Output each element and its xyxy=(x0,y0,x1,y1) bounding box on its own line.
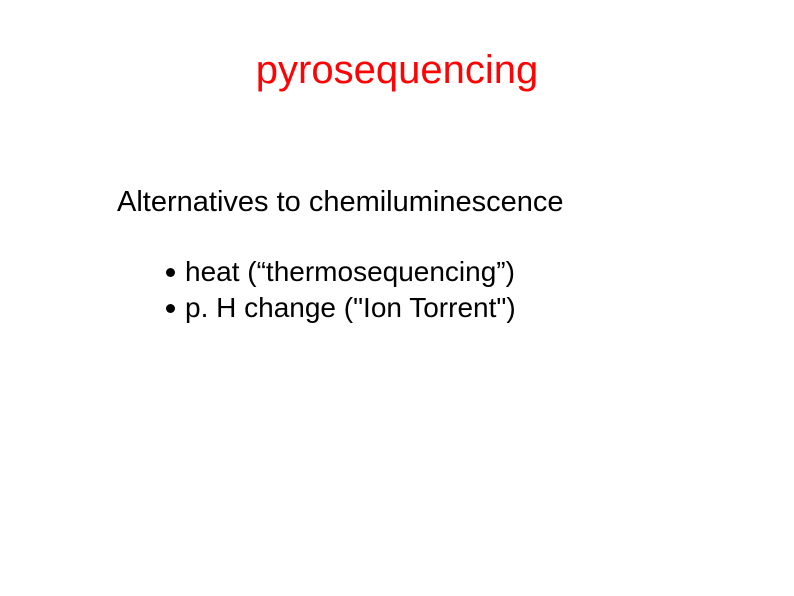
slide-title: pyrosequencing xyxy=(0,48,794,93)
slide: pyrosequencing Alternatives to chemilumi… xyxy=(0,0,794,596)
bullet-text: p. H change ("Ion Torrent") xyxy=(185,290,516,326)
list-item: p. H change ("Ion Torrent") xyxy=(166,290,516,326)
bullet-icon xyxy=(166,304,175,313)
bullet-text: heat (“thermosequencing”) xyxy=(185,254,515,290)
bullet-icon xyxy=(166,268,175,277)
slide-subtitle: Alternatives to chemiluminescence xyxy=(117,186,563,219)
bullet-list: heat (“thermosequencing”) p. H change ("… xyxy=(166,254,516,327)
list-item: heat (“thermosequencing”) xyxy=(166,254,516,290)
